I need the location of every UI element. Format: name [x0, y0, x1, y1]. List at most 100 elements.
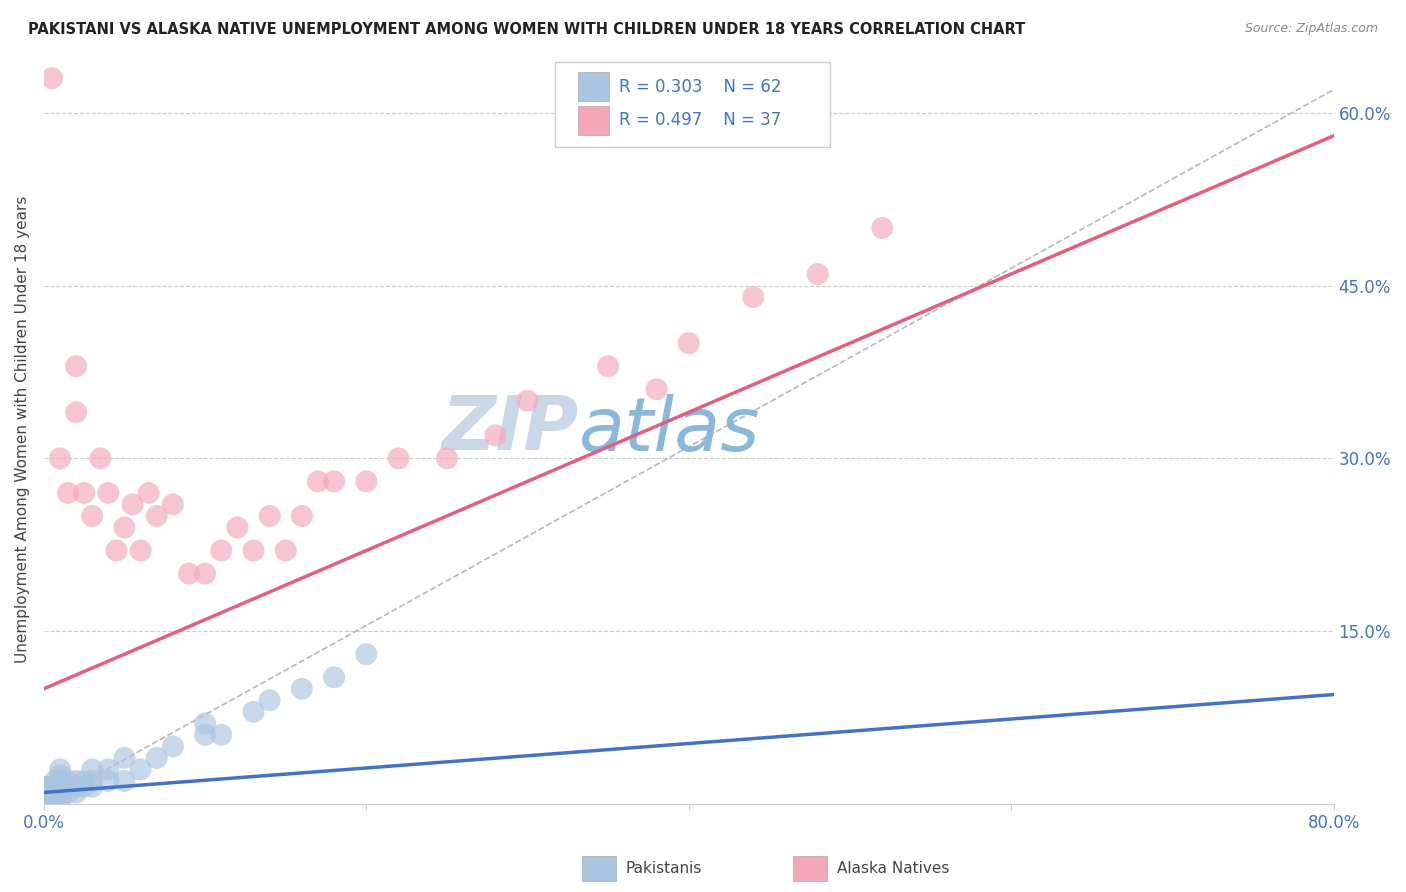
Point: [32, 783, 55, 797]
Point: [356, 647, 378, 661]
Point: [32, 797, 55, 811]
Point: [32, 797, 55, 811]
Point: [274, 543, 297, 558]
Point: [89, 451, 111, 466]
Point: [32, 789, 55, 803]
Point: [82, 508, 104, 523]
Point: [73, 773, 96, 788]
Text: R = 0.497    N = 37: R = 0.497 N = 37: [619, 112, 780, 129]
Point: [177, 566, 200, 581]
Point: [742, 290, 765, 304]
Point: [114, 520, 136, 534]
Point: [49, 451, 72, 466]
Point: [32, 785, 55, 799]
Point: [49, 780, 72, 794]
Point: [291, 508, 314, 523]
Point: [194, 566, 217, 581]
Point: [97, 486, 120, 500]
Text: PAKISTANI VS ALASKA NATIVE UNEMPLOYMENT AMONG WOMEN WITH CHILDREN UNDER 18 YEARS: PAKISTANI VS ALASKA NATIVE UNEMPLOYMENT …: [28, 22, 1025, 37]
Point: [129, 543, 152, 558]
Point: [323, 475, 346, 489]
Point: [82, 780, 104, 794]
Point: [807, 267, 830, 281]
Point: [32, 785, 55, 799]
Point: [41, 780, 63, 794]
Point: [598, 359, 620, 374]
Point: [242, 543, 264, 558]
Point: [242, 705, 264, 719]
Point: [259, 693, 281, 707]
Point: [32, 780, 55, 794]
Text: ZIP: ZIP: [441, 393, 579, 466]
Point: [65, 785, 87, 799]
Point: [32, 797, 55, 811]
Point: [44, 791, 66, 805]
Point: [121, 498, 143, 512]
Point: [65, 405, 87, 419]
Point: [32, 789, 55, 803]
Point: [323, 670, 346, 684]
Point: [65, 780, 87, 794]
Point: [56, 486, 79, 500]
Point: [226, 520, 249, 534]
Point: [41, 791, 63, 805]
Point: [209, 543, 232, 558]
Point: [436, 451, 458, 466]
Point: [56, 785, 79, 799]
Point: [32, 780, 55, 794]
Point: [194, 728, 217, 742]
Point: [49, 768, 72, 782]
Point: [73, 486, 96, 500]
Point: [49, 773, 72, 788]
Point: [32, 797, 55, 811]
Point: [870, 221, 893, 235]
Point: [145, 751, 167, 765]
Point: [56, 773, 79, 788]
Point: [645, 382, 668, 396]
Point: [138, 486, 160, 500]
Text: R = 0.303    N = 62: R = 0.303 N = 62: [619, 78, 782, 95]
Point: [97, 763, 120, 777]
Point: [49, 791, 72, 805]
Point: [41, 785, 63, 799]
Y-axis label: Unemployment Among Women with Children Under 18 years: Unemployment Among Women with Children U…: [15, 196, 30, 664]
Text: Alaska Natives: Alaska Natives: [837, 862, 949, 876]
Point: [32, 797, 55, 811]
Point: [307, 475, 329, 489]
Point: [114, 751, 136, 765]
Point: [291, 681, 314, 696]
Point: [32, 797, 55, 811]
Point: [32, 785, 55, 799]
Point: [41, 71, 63, 86]
Point: [145, 508, 167, 523]
Point: [114, 773, 136, 788]
Point: [65, 773, 87, 788]
Point: [356, 475, 378, 489]
Point: [516, 393, 538, 408]
Point: [32, 797, 55, 811]
Point: [73, 780, 96, 794]
Point: [32, 785, 55, 799]
Point: [41, 785, 63, 799]
Point: [41, 797, 63, 811]
Point: [97, 773, 120, 788]
Text: Source: ZipAtlas.com: Source: ZipAtlas.com: [1244, 22, 1378, 36]
Point: [65, 359, 87, 374]
Point: [49, 785, 72, 799]
Point: [44, 785, 66, 799]
Point: [105, 543, 128, 558]
Point: [82, 763, 104, 777]
Point: [32, 797, 55, 811]
Point: [44, 780, 66, 794]
Point: [484, 428, 506, 442]
Point: [56, 780, 79, 794]
Point: [82, 773, 104, 788]
Text: atlas: atlas: [579, 393, 761, 466]
Point: [129, 763, 152, 777]
Point: [32, 791, 55, 805]
Point: [162, 498, 184, 512]
Point: [194, 716, 217, 731]
Point: [49, 797, 72, 811]
Point: [49, 763, 72, 777]
Point: [209, 728, 232, 742]
